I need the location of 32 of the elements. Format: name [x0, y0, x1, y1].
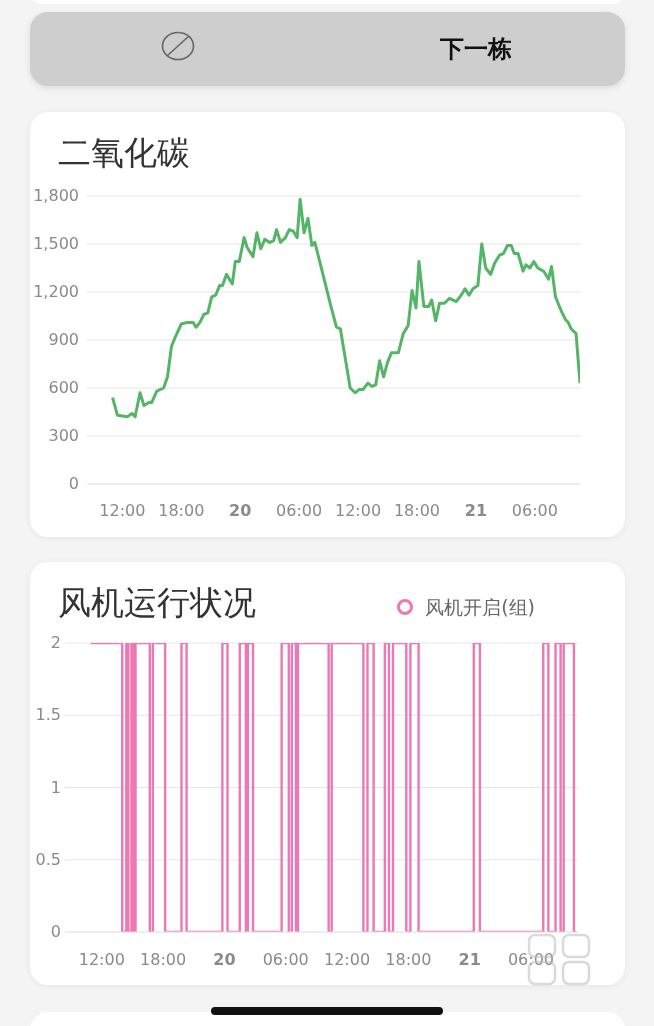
y-tick-label: 1,500 [33, 234, 79, 253]
chart-title: 二氧化碳 [58, 133, 190, 172]
y-tick-label: 300 [48, 426, 79, 445]
y-tick-label: 900 [48, 330, 79, 349]
text: 下一栋 [439, 34, 513, 64]
x-tick-label: 12:00 [323, 950, 371, 969]
x-tick-label: 12:00 [99, 501, 146, 520]
x-tick-label: 06:00 [507, 950, 555, 969]
y-tick-label: 600 [48, 378, 79, 397]
y-tick-label: 0 [50, 922, 61, 941]
x-tick-label: 06:00 [262, 950, 309, 969]
y-tick-label: 1,800 [33, 186, 79, 205]
x-tick-label: 12:00 [335, 501, 382, 520]
x-tick-label: 18:00 [385, 950, 432, 969]
x-tick-label: 18:00 [393, 501, 441, 520]
y-tick-label: 1.5 [35, 705, 61, 725]
y-tick-label: 0 [68, 474, 79, 493]
legend-label: 风机开启(组) [425, 596, 535, 618]
x-tick-label: 06:00 [276, 501, 323, 520]
chart-title: 风机运行状况 [58, 583, 256, 622]
y-tick-label: 2 [50, 633, 61, 652]
y-tick-label: 1 [50, 777, 61, 797]
y-tick-label: 1,200 [33, 282, 79, 301]
x-tick-label: 21 [464, 501, 488, 520]
x-tick-label: 06:00 [511, 501, 558, 520]
x-tick-label: 20 [229, 501, 252, 520]
x-tick-label: 18:00 [140, 950, 187, 969]
y-tick-label: 0.5 [35, 849, 61, 869]
x-tick-label: 12:00 [78, 950, 125, 969]
x-tick-label: 18:00 [158, 501, 205, 520]
x-tick-label: 20 [213, 950, 236, 969]
x-tick-label: 21 [458, 950, 481, 969]
